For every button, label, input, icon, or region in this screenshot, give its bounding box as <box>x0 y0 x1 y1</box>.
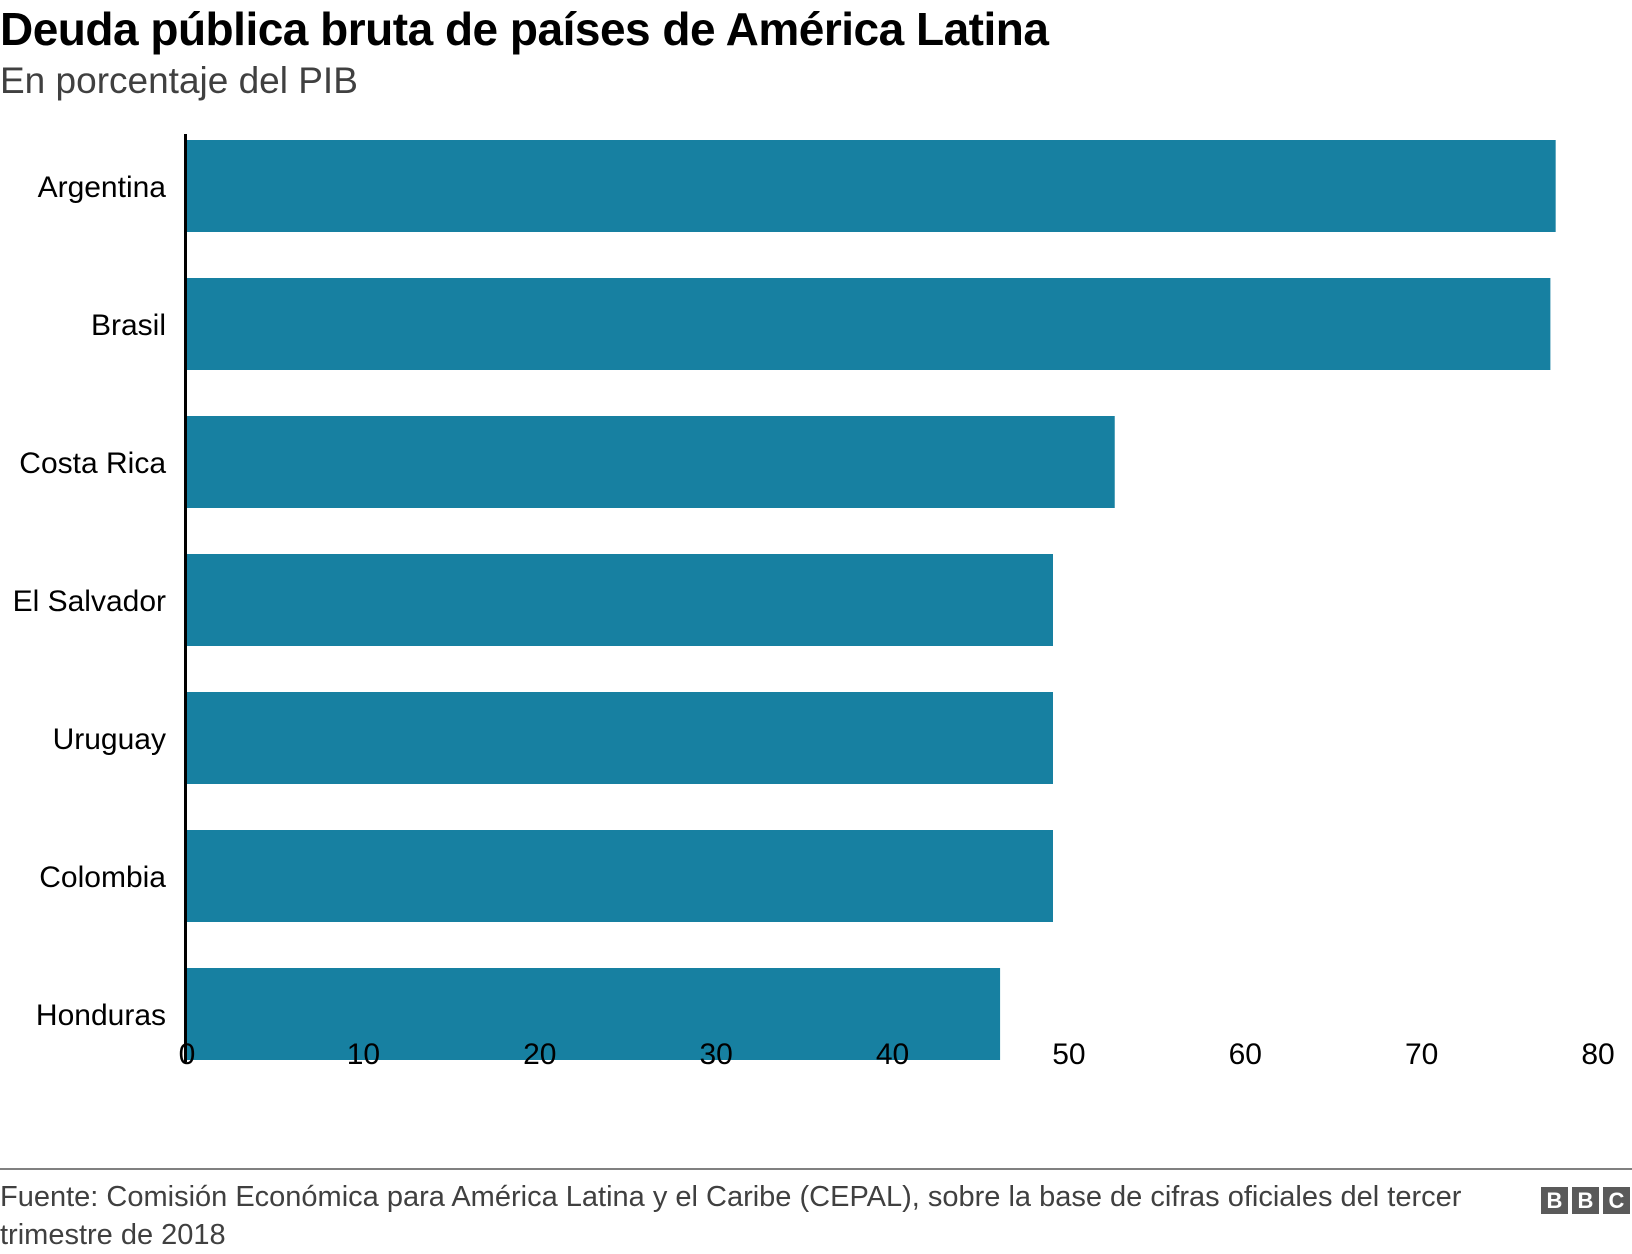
logo-letter: B <box>1572 1187 1599 1214</box>
category-label: Argentina <box>38 171 167 204</box>
bar-uruguay <box>187 692 1054 784</box>
bar-costa-rica <box>187 416 1115 508</box>
x-tick-label: 60 <box>1229 1038 1262 1071</box>
x-tick-label: 0 <box>179 1038 196 1071</box>
x-tick-label: 50 <box>1052 1038 1085 1071</box>
x-tick-label: 30 <box>699 1038 732 1071</box>
x-tick-label: 10 <box>347 1038 380 1071</box>
bar-brasil <box>187 278 1551 370</box>
x-tick-label: 70 <box>1405 1038 1438 1071</box>
chart-title: Deuda pública bruta de países de América… <box>0 3 1049 55</box>
category-label: Costa Rica <box>19 447 166 480</box>
category-label: Brasil <box>91 309 166 342</box>
x-tick-label: 40 <box>876 1038 909 1071</box>
category-label: Colombia <box>39 861 166 894</box>
category-label: Uruguay <box>53 723 166 756</box>
bar-argentina <box>187 140 1556 232</box>
bar-el-salvador <box>187 554 1054 646</box>
logo-letter: B <box>1541 1187 1568 1214</box>
category-label: El Salvador <box>13 585 166 618</box>
logo-letter: C <box>1603 1187 1630 1214</box>
bar-colombia <box>187 830 1054 922</box>
bar-chart: Argentina Brasil Costa Rica El Salvador Urug… <box>13 134 1615 1071</box>
source-note: Fuente: Comisión Económica para América … <box>0 1181 1462 1251</box>
x-tick-label: 20 <box>523 1038 556 1071</box>
bbc-logo: B B C <box>1541 1187 1630 1214</box>
x-tick-label: 80 <box>1581 1038 1614 1071</box>
bar-honduras <box>187 968 1001 1060</box>
footer-divider <box>0 1168 1632 1170</box>
chart-subtitle: En porcentaje del PIB <box>0 60 358 101</box>
category-label: Honduras <box>36 999 166 1032</box>
